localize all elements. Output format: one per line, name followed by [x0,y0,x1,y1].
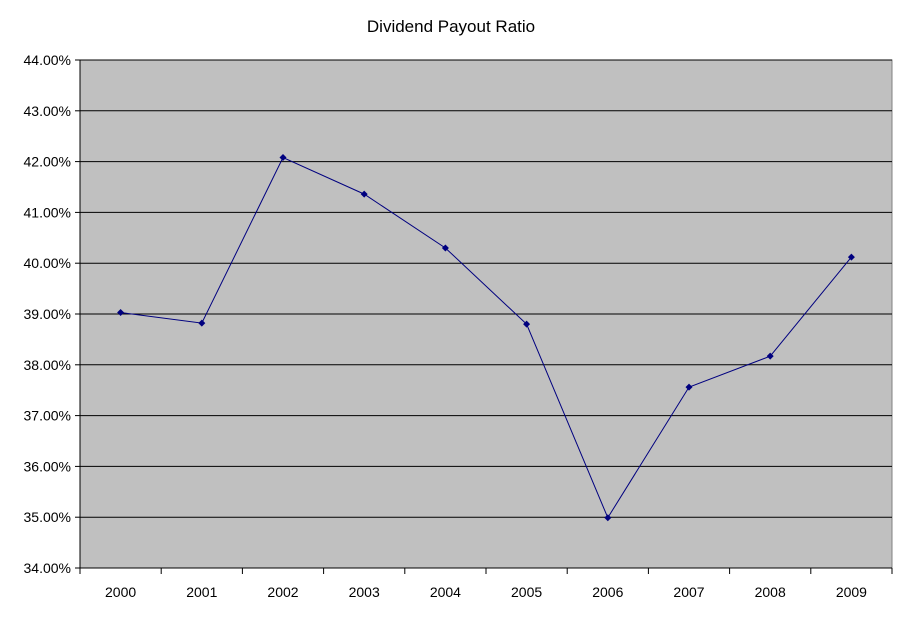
x-tick-label: 2006 [592,584,623,600]
y-tick-label: 39.00% [24,306,71,322]
x-tick-label: 2004 [430,584,461,600]
y-axis-tick-labels: 34.00% 35.00% 36.00% 37.00% 38.00% 39.00% 40.0… [24,52,71,576]
x-axis-tick-labels: 2000 2001 2002 2003 2004 2005 2006 2007 2008 2009 [105,584,867,600]
data-point [360,190,368,198]
x-tick-label: 2000 [105,584,136,600]
data-point [604,514,612,522]
x-tick-label: 2003 [349,584,380,600]
y-tick-label: 37.00% [24,408,71,424]
y-tick-label: 36.00% [24,458,71,474]
x-tick-label: 2008 [755,584,786,600]
data-point [685,383,693,391]
data-point [117,308,125,316]
x-tick-label: 2002 [267,584,298,600]
x-tick-label: 2001 [186,584,217,600]
y-tick-label: 44.00% [24,52,71,68]
x-tick-label: 2007 [673,584,704,600]
y-tick-label: 42.00% [24,154,71,170]
y-tick-label: 43.00% [24,103,71,119]
data-point [441,244,449,252]
y-tick-label: 34.00% [24,560,71,576]
y-tick-label: 38.00% [24,357,71,373]
gridlines [80,59,892,518]
x-tick-label: 2009 [836,584,867,600]
series-layer [117,154,855,522]
y-tick-label: 41.00% [24,204,71,220]
data-point [198,319,206,327]
y-tick-label: 35.00% [24,509,71,525]
chart-title: Dividend Payout Ratio [367,17,535,36]
series-line [120,156,852,519]
x-tick-label: 2005 [511,584,542,600]
y-tick-label: 40.00% [24,255,71,271]
data-point [766,352,774,360]
data-point [847,253,855,261]
data-point [279,154,287,162]
data-point [523,320,531,328]
axes [75,59,893,574]
